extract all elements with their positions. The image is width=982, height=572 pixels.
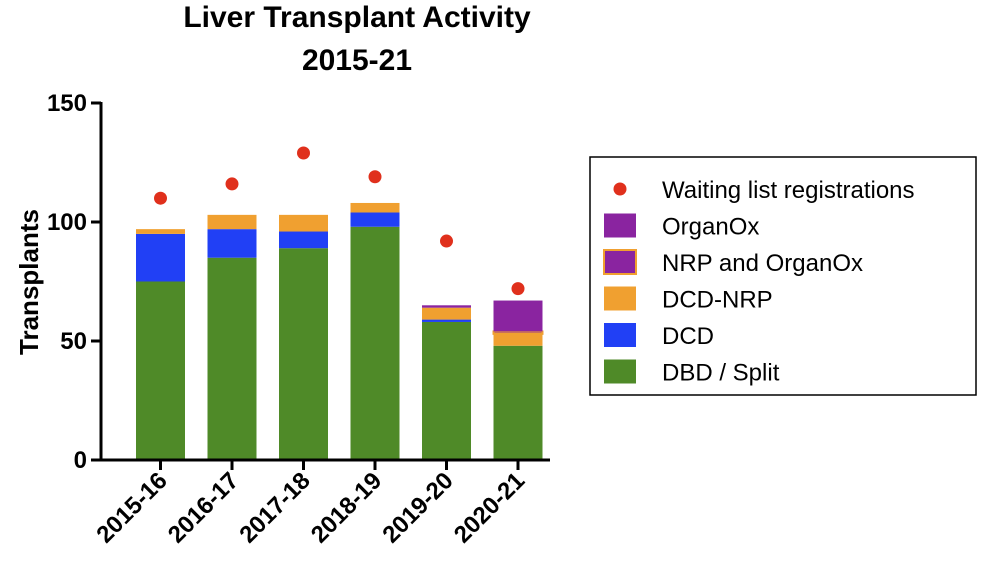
marker-2017-18 <box>297 146 310 160</box>
marker-2020-21 <box>511 282 525 296</box>
legend-label-0: Waiting list registrations <box>662 177 915 204</box>
legend: Waiting list registrations OrganOx NRP and… <box>589 156 977 396</box>
bar-2018-19-series-0 <box>350 226 400 460</box>
legend-swatch-marker <box>613 182 627 196</box>
chart-title-line-2: 2015-21 <box>302 44 412 77</box>
y-tick-label-0: 0 <box>74 447 87 474</box>
y-tick-label-150: 150 <box>47 90 87 117</box>
bar-2019-20-series-0 <box>422 321 471 460</box>
bar-2020-21-series-3 <box>492 330 544 335</box>
bar-2015-16-series-2 <box>136 229 185 234</box>
bar-2018-19-series-2 <box>350 202 400 213</box>
y-tick-label-100: 100 <box>47 209 87 236</box>
x-tick-label-2015-16: 2015-16 <box>91 467 172 548</box>
legend-label-4: DCD <box>662 323 714 350</box>
chart-title-line-1: Liver Transplant Activity <box>183 1 531 34</box>
bar-2017-18-series-1 <box>279 231 328 249</box>
bar-2020-21-series-2 <box>493 333 543 346</box>
marker-2019-20 <box>440 234 453 248</box>
bar-2016-17-series-2 <box>207 214 257 230</box>
x-tick-label-2017-18: 2017-18 <box>234 467 315 548</box>
marker-2018-19 <box>368 170 382 184</box>
x-tick-label-2016-17: 2016-17 <box>163 467 244 548</box>
marker-2015-16 <box>154 191 167 205</box>
y-tick-label-50: 50 <box>60 328 87 355</box>
legend-label-2: NRP and OrganOx <box>662 250 863 277</box>
bar-2017-18-series-2 <box>279 214 328 232</box>
bar-2017-18-series-0 <box>279 248 328 460</box>
y-axis-label: Transplants <box>14 209 44 355</box>
legend-box <box>589 156 977 396</box>
legend-swatch-1 <box>604 213 636 238</box>
bar-2016-17-series-0 <box>207 257 257 460</box>
bar-2019-20-series-1 <box>422 319 471 322</box>
legend-label-1: OrganOx <box>662 214 759 241</box>
bar-2015-16-series-1 <box>136 233 185 282</box>
x-tick-label-2019-20: 2019-20 <box>377 467 458 548</box>
bar-2020-21-series-0 <box>493 345 543 460</box>
bar-2019-20-series-4 <box>422 305 471 308</box>
bar-2016-17-series-1 <box>207 229 257 258</box>
legend-label-3: DCD-NRP <box>662 287 773 314</box>
legend-swatch-2 <box>603 249 637 275</box>
legend-label-5: DBD / Split <box>662 360 780 387</box>
bar-2015-16-series-0 <box>136 281 185 460</box>
marker-2016-17 <box>225 177 239 191</box>
legend-swatch-5 <box>604 359 636 384</box>
bar-2018-19-series-1 <box>350 212 400 227</box>
legend-swatch-4 <box>604 323 636 347</box>
legend-swatch-3 <box>604 286 636 311</box>
x-tick-label-2020-21: 2020-21 <box>449 467 530 548</box>
bar-2020-21-series-4 <box>493 300 543 332</box>
plot-area: 0 50 100 150 2015-162016-172017-182018-19201… <box>47 90 550 549</box>
x-tick-label-2018-19: 2018-19 <box>306 467 387 548</box>
bar-2019-20-series-2 <box>422 307 471 320</box>
